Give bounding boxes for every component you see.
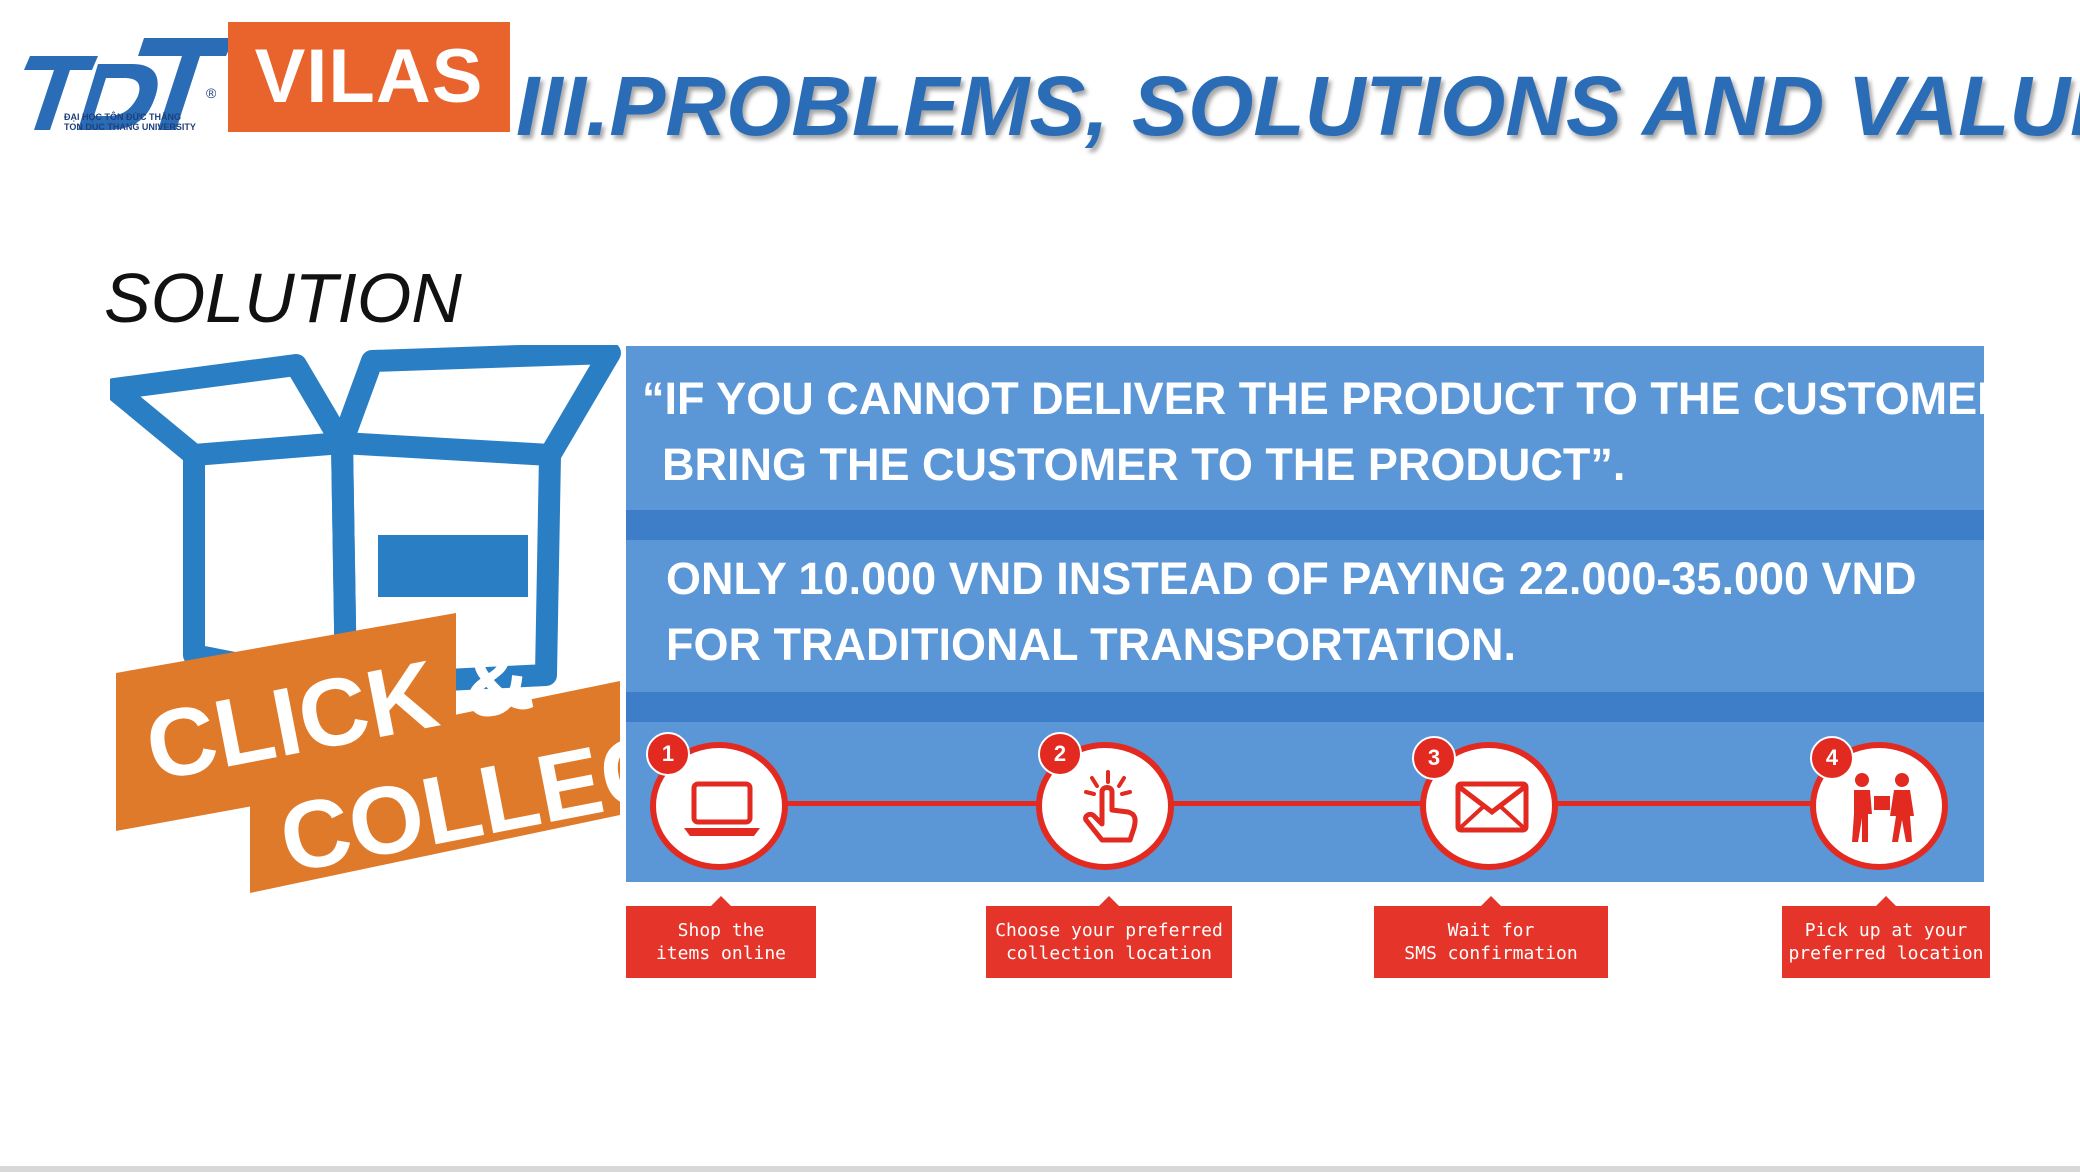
step-1-label: Shop the items online: [626, 896, 816, 978]
step-3-label: Wait for SMS confirmation: [1374, 896, 1608, 978]
price-line: ONLY 10.000 VND INSTEAD OF PAYING 22.000…: [666, 553, 1917, 604]
step-number: 2: [1038, 732, 1082, 776]
step-2-circle: [1036, 742, 1174, 870]
vilas-badge: VILAS: [228, 22, 510, 132]
step-number: 3: [1412, 736, 1456, 780]
svg-text:®: ®: [206, 85, 217, 101]
quote-line: “IF YOU CANNOT DELIVER THE PRODUCT TO TH…: [642, 373, 2023, 424]
step-1-circle: [650, 742, 788, 870]
step-4-label: Pick up at your preferred location: [1782, 896, 1990, 978]
price-line: FOR TRADITIONAL TRANSPORTATION.: [666, 619, 1516, 670]
click-collect-box-icon: CLICK & COLLECT: [110, 345, 630, 894]
logo-caption: ĐẠI HỌC TÔN ĐỨC THẮNG TON DUC THANG UNIV…: [64, 112, 234, 132]
step-label-line: Shop the: [677, 920, 765, 941]
step-label-line: Wait for: [1447, 920, 1535, 941]
laptop-icon: [684, 781, 760, 836]
steps-connector: [716, 801, 1876, 806]
quote-line: BRING THE CUSTOMER TO THE PRODUCT”.: [662, 439, 1626, 490]
price-text: ONLY 10.000 VND INSTEAD OF PAYING 22.000…: [666, 546, 1966, 678]
solution-panel: “IF YOU CANNOT DELIVER THE PRODUCT TO TH…: [626, 346, 2023, 882]
logo-caption-vn: ĐẠI HỌC TÔN ĐỨC THẮNG: [64, 112, 181, 122]
step-number: 4: [1810, 736, 1854, 780]
step-label-line: collection location: [1006, 943, 1212, 964]
logo-caption-en: TON DUC THANG UNIVERSITY: [64, 122, 196, 132]
step-label-line: SMS confirmation: [1404, 943, 1578, 964]
footer-divider: [0, 1166, 2080, 1172]
slide-title: III.PROBLEMS, SOLUTIONS AND VALUES: [516, 59, 2080, 153]
tdt-logo-icon: ®: [24, 38, 230, 130]
section-heading: SOLUTION: [104, 259, 462, 337]
panel-divider: [626, 692, 1984, 722]
step-number: 1: [646, 732, 690, 776]
step-label-line: Pick up at your: [1804, 920, 1968, 941]
step-2-label: Choose your preferred collection locatio…: [986, 896, 1232, 978]
envelope-icon: [1455, 781, 1529, 833]
step-label-line: items online: [655, 943, 787, 964]
panel-divider: [626, 510, 1984, 540]
quote-text: “IF YOU CANNOT DELIVER THE PRODUCT TO TH…: [642, 366, 2023, 498]
step-label-line: preferred location: [1788, 943, 1984, 964]
pickup-icon: [1852, 773, 1914, 842]
step-label-line: Choose your preferred: [995, 920, 1223, 941]
tap-hand-icon: [1083, 770, 1138, 843]
